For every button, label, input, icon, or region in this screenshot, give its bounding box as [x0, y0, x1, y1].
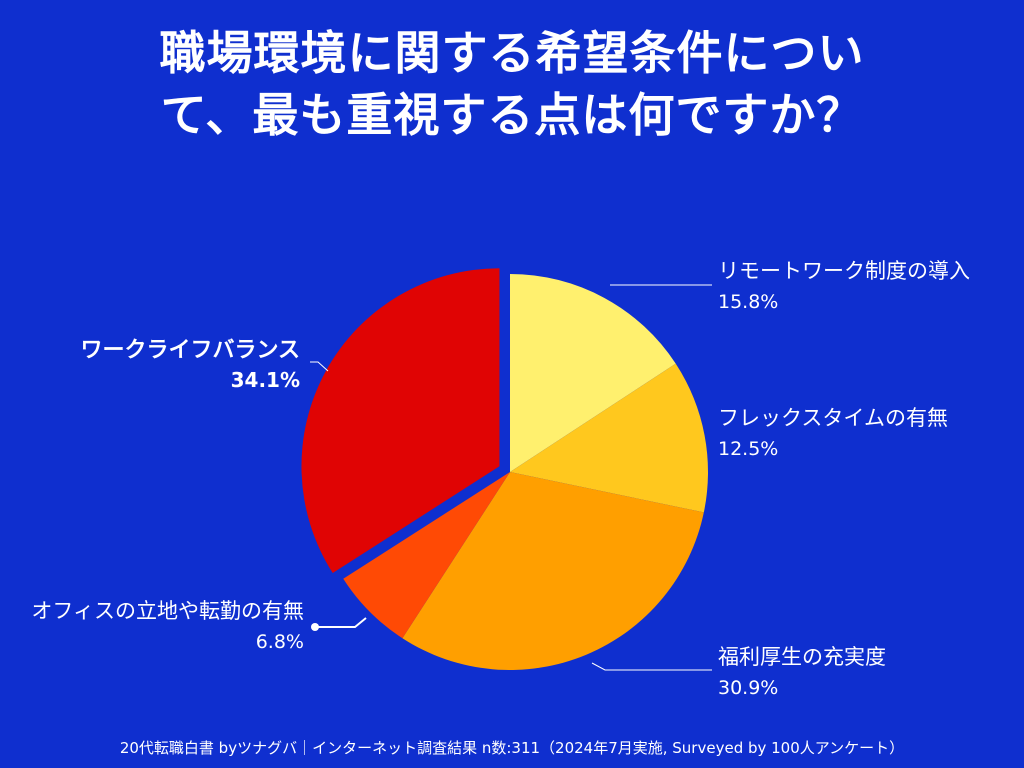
chart-title-line-1: 職場環境に関する希望条件につい [159, 26, 865, 80]
pie-slice-2 [510, 363, 708, 513]
chart-title: 職場環境に関する希望条件につい て、最も重視する点は何ですか？ [0, 22, 1024, 146]
pie-slice-1 [510, 274, 676, 472]
pie-slice-5 [301, 268, 500, 574]
pie-slice-3 [402, 472, 704, 670]
slice-value-3: 30.9% [718, 677, 778, 699]
source-footnote: 20代転職白書 byツナグバ｜インターネット調査結果 n数:311（2024年7… [119, 739, 905, 757]
leader-line-5 [310, 361, 329, 372]
leader-line-4 [315, 617, 367, 628]
slice-value-5: 34.1% [231, 368, 300, 392]
slice-value-2: 12.5% [718, 438, 778, 460]
slice-label-1: リモートワーク制度の導入 [718, 259, 970, 283]
slice-label-5: ワークライフバランス [80, 338, 300, 363]
chart-title-line-2: て、最も重視する点は何ですか？ [160, 88, 864, 142]
slice-label-3: 福利厚生の充実度 [718, 645, 886, 669]
leader-line-3 [591, 662, 712, 671]
slice-label-4: オフィスの立地や転勤の有無 [31, 599, 304, 623]
leader-dot [311, 623, 319, 631]
slice-label-2: フレックスタイムの有無 [718, 406, 948, 430]
slice-value-1: 15.8% [718, 291, 778, 313]
slice-value-4: 6.8% [256, 631, 304, 653]
pie-slice-4 [343, 472, 510, 639]
